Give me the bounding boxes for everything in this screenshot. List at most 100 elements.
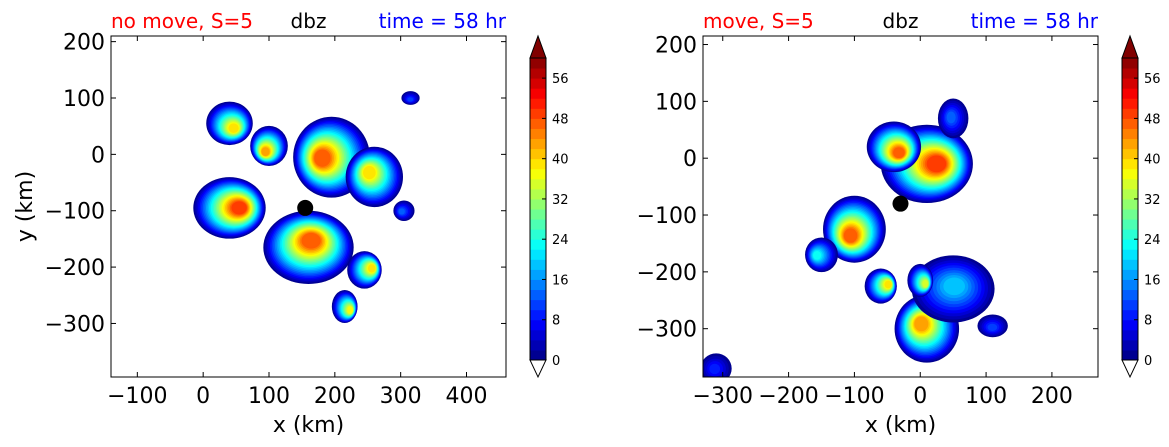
colorbar-segment — [1122, 319, 1138, 331]
y-tick-label: −200 — [45, 256, 105, 281]
x-tick-label: 200 — [1031, 384, 1073, 409]
x-tick-label: 100 — [965, 384, 1007, 409]
storm-cell — [907, 263, 934, 297]
colorbar-segment — [1122, 108, 1138, 119]
colorbar-extend-min — [1121, 359, 1139, 379]
x-tick-label: 400 — [446, 384, 488, 409]
storm-cell — [193, 177, 266, 239]
colorbar-segment — [1122, 349, 1138, 361]
colorbar-segment — [1122, 128, 1138, 140]
colorbar-segment — [1122, 68, 1138, 79]
colorbar: 0 8 16 24 32 40 48 56 — [1121, 34, 1161, 379]
contour-level — [709, 363, 721, 375]
y-tick-label: 200 — [655, 34, 697, 59]
storm-cell — [206, 101, 253, 146]
axes-frame — [702, 35, 1099, 378]
title-left: no move, S=5 — [111, 9, 253, 33]
colorbar-tick-label: 0 — [1144, 354, 1152, 369]
storm-cell — [703, 353, 732, 377]
colorbar-segment — [1122, 229, 1138, 240]
y-tick-label: −100 — [45, 200, 105, 225]
x-tick-label: 0 — [913, 384, 927, 409]
y-axis-label: y (km) — [13, 171, 38, 242]
colorbar-segment — [530, 118, 546, 129]
storm-cell — [401, 91, 420, 105]
storm-cell — [823, 195, 886, 263]
colorbar-extend-max — [529, 34, 547, 59]
y-tick-label: 100 — [63, 87, 105, 112]
chart-panel-2: −300 −200 −100 0 100 200−300−200−1000100200x … — [637, 9, 1161, 438]
colorbar-tick-label: 8 — [552, 314, 560, 329]
colorbar-segment — [1122, 309, 1138, 321]
colorbar-segment — [1122, 209, 1138, 220]
colorbar-extend-min — [529, 359, 547, 379]
colorbar-segment — [1122, 118, 1138, 129]
contour-level — [301, 232, 321, 249]
colorbar-segment — [530, 349, 546, 361]
colorbar-tick-label: 56 — [1144, 72, 1161, 87]
x-tick-label: −200 — [758, 384, 818, 409]
colorbar-segment — [530, 239, 546, 250]
colorbar-tick-label: 16 — [552, 273, 569, 288]
y-tick-label: −100 — [637, 204, 697, 229]
storm-cell — [977, 314, 1008, 338]
colorbar-tick-label: 24 — [1144, 233, 1161, 248]
colorbar-segment — [530, 249, 546, 260]
y-tick-label: −200 — [637, 261, 697, 286]
colorbar-segment — [530, 178, 546, 190]
colorbar-segment — [530, 209, 546, 220]
contour-level — [987, 323, 998, 331]
y-tick-label: 100 — [655, 90, 697, 115]
storm-cell — [263, 210, 354, 285]
colorbar-tick-label: 32 — [1144, 193, 1161, 208]
reflectivity-field — [703, 98, 1008, 377]
colorbar-segment — [530, 269, 546, 280]
x-axis-label: x (km) — [865, 413, 936, 438]
contour-level — [367, 264, 376, 273]
contour-level — [407, 97, 414, 102]
colorbar-frame — [529, 57, 547, 361]
storm-cell — [331, 290, 358, 324]
y-tick-label: −300 — [637, 318, 697, 343]
contour-level — [926, 155, 947, 173]
colorbar-segment — [530, 299, 546, 311]
colorbar-segment — [1122, 329, 1138, 341]
contour-level — [231, 201, 247, 215]
colorbar-tick-label: 0 — [552, 354, 560, 369]
y-tick-label: 0 — [683, 147, 697, 172]
colorbar-segment — [530, 138, 546, 150]
colorbar-segment — [1122, 58, 1138, 69]
colorbar-extend-max — [1121, 34, 1139, 59]
colorbar-segment — [530, 259, 546, 270]
colorbar-segment — [530, 68, 546, 79]
colorbar-segment — [530, 289, 546, 301]
colorbar-tick-label: 40 — [1144, 153, 1161, 168]
axes-frame — [110, 35, 507, 378]
contour-level — [893, 147, 905, 159]
contour-level — [261, 147, 270, 157]
colorbar-segment — [530, 309, 546, 321]
title-center: dbz — [291, 9, 327, 33]
storm-center-marker — [892, 195, 909, 212]
colorbar-segment — [1122, 259, 1138, 270]
storm-cell — [250, 125, 288, 166]
storm-cell — [345, 146, 404, 208]
colorbar-tick-label: 56 — [552, 72, 569, 87]
x-tick-label: 200 — [314, 384, 356, 409]
colorbar-segment — [530, 88, 546, 99]
colorbar-segment — [1122, 138, 1138, 150]
contour-level — [314, 149, 331, 167]
title-center: dbz — [883, 9, 919, 33]
colorbar-segment — [1122, 78, 1138, 89]
contour-level — [914, 316, 929, 332]
colorbar: 0 8 16 24 32 40 48 56 — [529, 34, 569, 379]
contour-level — [943, 277, 966, 296]
colorbar-segment — [1122, 239, 1138, 250]
storm-cell — [347, 251, 382, 289]
colorbar-segment — [1122, 269, 1138, 280]
colorbar-segment — [530, 329, 546, 341]
colorbar-segment — [530, 98, 546, 109]
contour-level — [843, 228, 858, 243]
